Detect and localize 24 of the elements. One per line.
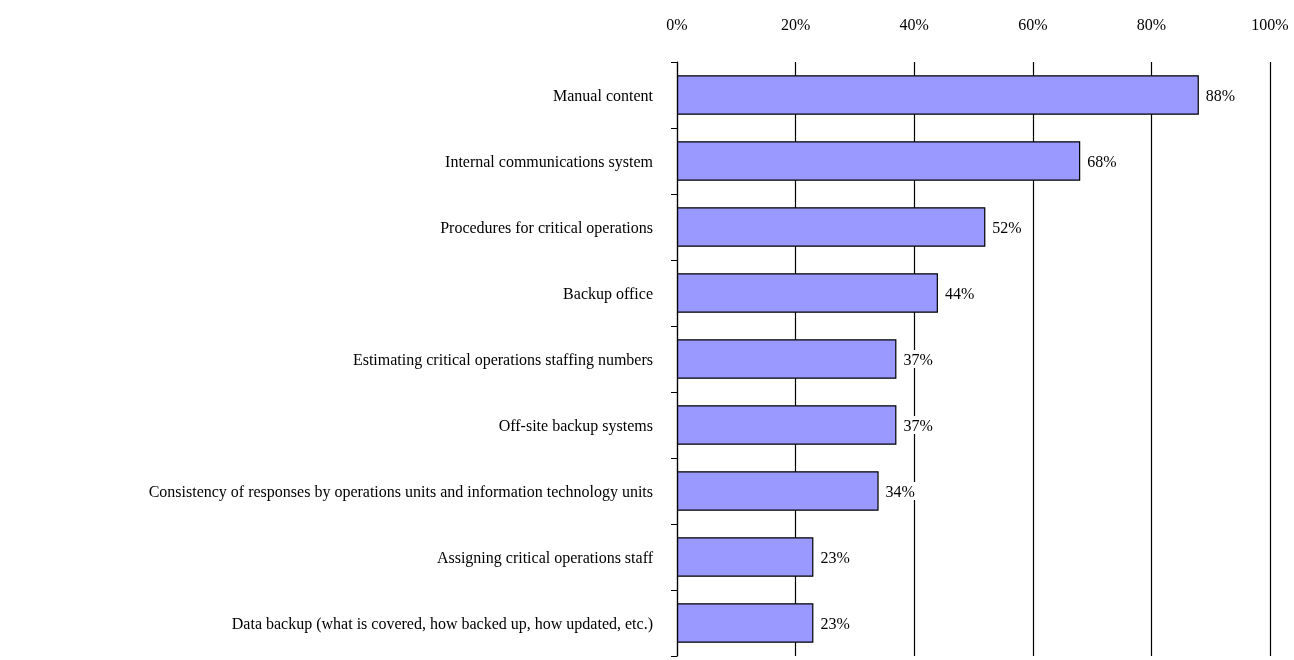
x-tick-label: 0% bbox=[666, 15, 688, 33]
y-tick-label: Consistency of responses by operations units and information technology units bbox=[148, 482, 653, 501]
data-label: 44% bbox=[944, 284, 975, 302]
y-tick-label: Manual content bbox=[553, 86, 654, 104]
y-tick-label: Assigning critical operations staff bbox=[436, 548, 654, 567]
data-label: 23% bbox=[820, 614, 850, 632]
data-label: 88% bbox=[1205, 86, 1236, 104]
y-tick-label: Backup office bbox=[563, 284, 653, 303]
data-label: 37% bbox=[903, 350, 933, 368]
x-tick-label: 60% bbox=[1018, 15, 1048, 33]
data-label: 52% bbox=[992, 218, 1022, 236]
y-tick-label: Estimating critical operations staffing numbers bbox=[352, 350, 653, 369]
y-tick-label: Data backup (what is covered, how backed up, how updated, etc.) bbox=[231, 614, 653, 633]
y-tick-label: Off-site backup systems bbox=[498, 416, 653, 435]
y-tick-label: Internal communications system bbox=[445, 152, 654, 171]
x-tick-label: 80% bbox=[1136, 15, 1167, 33]
data-label: 37% bbox=[903, 416, 933, 434]
x-tick-label: 40% bbox=[899, 15, 929, 33]
data-label: 23% bbox=[820, 548, 850, 566]
data-label: 68% bbox=[1087, 152, 1117, 170]
y-tick-label: Procedures for critical operations bbox=[440, 218, 653, 237]
x-tick-label: 20% bbox=[780, 15, 811, 33]
data-label: 34% bbox=[885, 482, 915, 500]
x-tick-label: 100% bbox=[1251, 15, 1289, 33]
